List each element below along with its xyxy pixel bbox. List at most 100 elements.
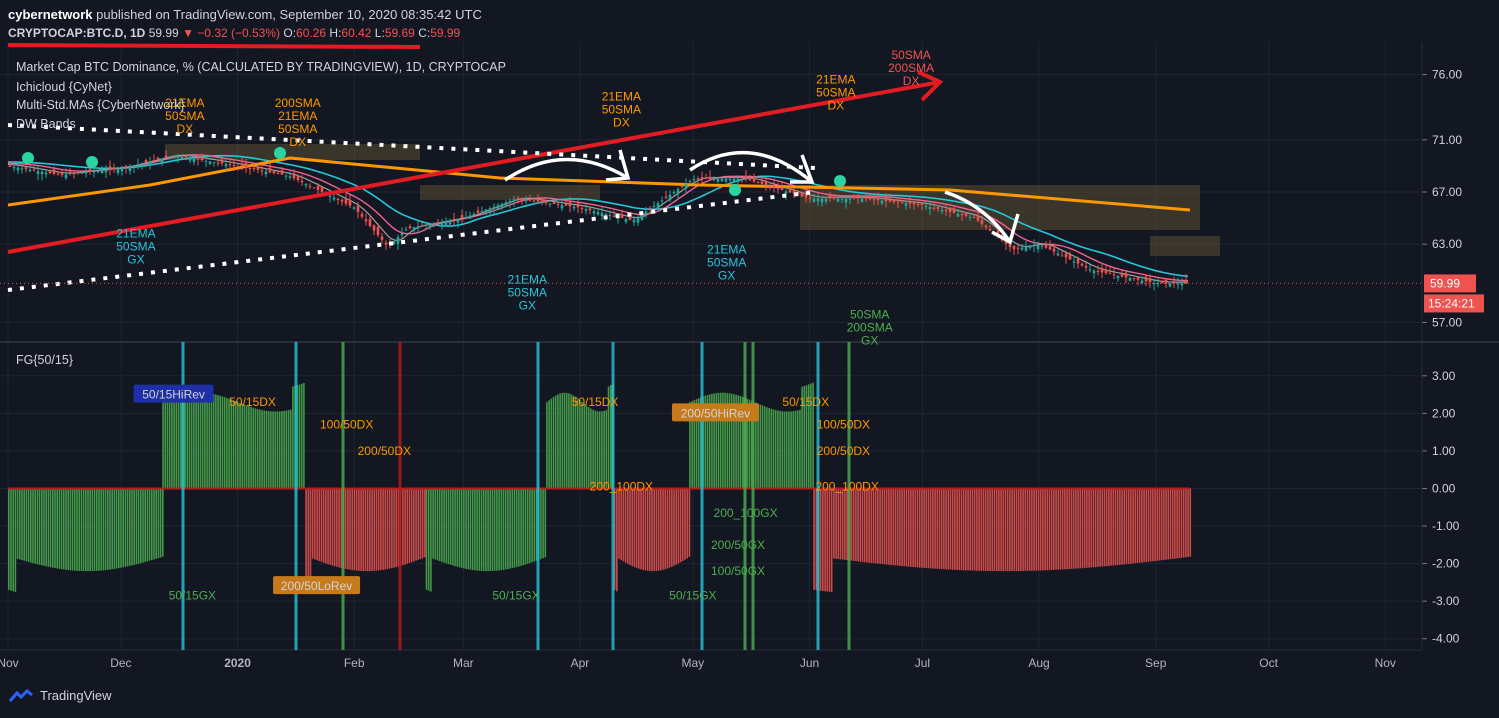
candle-body [408,226,412,228]
ma-cross-label: GX [519,298,536,312]
osc-bar [449,488,452,565]
candle-body [316,186,320,190]
osc-bar [622,488,625,562]
candle-body [424,224,428,227]
osc-bar [627,488,629,564]
osc-bar [640,488,642,570]
osc-bar [1024,488,1027,571]
candle-body [1068,254,1072,260]
osc-bar [98,488,100,571]
candle-body [620,214,624,219]
osc-bar [1145,488,1148,563]
osc-bar [228,398,230,489]
footer: TradingView [8,688,112,703]
candle-body [256,167,260,170]
white-arrow-head [790,154,815,184]
candle-body [468,215,472,219]
osc-bar [565,392,568,489]
osc-bar [956,488,958,570]
osc-bar [998,488,1000,572]
candle-body [380,236,384,240]
osc-bar [940,488,943,570]
candle-body [92,171,96,173]
author-name[interactable]: cybernetwork [8,7,93,22]
osc-bar [1176,488,1178,559]
candle-body [80,172,84,174]
osc-bar [1169,488,1172,560]
osc-bar [45,488,47,567]
osc-bar [1064,488,1066,570]
osc-bar [1053,488,1055,570]
osc-bar [259,409,261,489]
osc-bar [552,396,555,489]
osc-bar [419,488,422,560]
x-tick-label: Feb [344,656,365,670]
osc-bar [899,488,901,566]
legend-oscillator[interactable]: FG{50/15} [16,353,73,367]
ma-cross-label: 21EMA [165,96,204,110]
osc-bar [265,410,268,489]
osc-bar [936,488,939,569]
osc-bar [153,488,155,560]
ma-cross-label: 50SMA [707,255,746,269]
y-tick-label: -3.00 [1432,594,1460,608]
candle-body [432,223,436,225]
osc-bar [713,393,715,489]
osc-bar [1143,488,1145,563]
legend-multi-mas[interactable]: Multi-Std.MAs {CyberNetwork} [16,98,185,112]
candle-body [436,222,440,224]
osc-bar [179,395,182,489]
footer-brand[interactable]: TradingView [40,688,112,703]
osc-bar [410,488,413,563]
candle-body [884,197,888,202]
candle-body [72,173,76,175]
osc-bar [157,488,160,559]
ma-cross-label: GX [718,268,735,282]
y-tick-label: 67.00 [1432,185,1462,199]
osc-bar [285,410,288,489]
candle-body [504,202,508,207]
candle-body [96,171,100,173]
osc-bar [491,488,494,571]
candle-body [1024,246,1028,251]
ma-cross-label: 50SMA [508,285,547,299]
osc-bar [1108,488,1110,566]
osc-bar [757,403,759,489]
osc-bar [404,488,406,565]
osc-bar [965,488,967,571]
osc-bar [1156,488,1159,561]
osc-bar [728,393,731,489]
osc-bar [733,394,735,489]
ichimoku-cloud [1150,236,1220,256]
candle-body [40,171,44,175]
candle-body [340,199,344,202]
candle-body [608,215,612,217]
osc-bar [239,402,241,489]
candle-body [216,162,220,164]
legend-dw-bands[interactable]: DW Bands [16,117,76,131]
osc-bar [71,488,74,571]
ma-cross-label: 21EMA [278,109,317,123]
osc-bar [131,488,133,566]
osc-bar [458,488,461,568]
osc-bar [474,488,476,571]
candle-body [484,209,488,214]
candle-body [968,216,972,218]
candle-body [1044,244,1048,248]
candle-body [392,241,396,245]
osc-bar [1165,488,1167,560]
osc-bar [682,488,684,562]
osc-bar [188,393,191,489]
osc-bar [344,488,347,569]
legend-ichicloud[interactable]: Ichicloud {CyNet} [16,80,112,94]
osc-bar [872,488,875,564]
osc-bar [568,393,570,489]
osc-bar [496,488,498,571]
x-tick-label: Apr [571,656,590,670]
candle-body [984,225,988,228]
candle-body [1152,282,1156,285]
candle-body [1028,245,1032,248]
osc-bar [711,393,713,489]
white-arc-arrow [944,190,1012,243]
